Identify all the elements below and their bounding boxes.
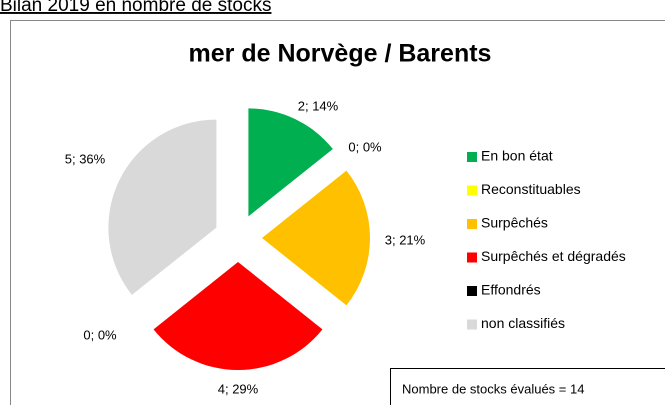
legend-swatch: [467, 319, 477, 330]
data-label: 0; 0%: [348, 139, 382, 154]
pie-slice: [108, 119, 217, 295]
legend-label: Surpêchés et dégradés: [481, 248, 626, 264]
legend-label: En bon état: [481, 148, 553, 164]
legend-label: non classifiés: [481, 315, 565, 331]
pie-slice: [262, 170, 370, 306]
legend-label: Reconstituables: [481, 181, 581, 197]
note: Nombre de stocks évalués = 14: [402, 381, 584, 396]
legend-swatch: [467, 252, 477, 263]
legend-swatch: [467, 219, 477, 229]
pie-slice: [248, 108, 333, 217]
legend-swatch: [467, 286, 477, 296]
legend-label: Surpêchés: [481, 215, 548, 231]
legend-swatch: [467, 152, 477, 162]
legend-label: Effondrés: [481, 282, 541, 298]
data-label: 5; 36%: [65, 151, 106, 166]
data-label: 2; 14%: [298, 98, 339, 113]
chart-title: mer de Norvège / Barents: [189, 40, 492, 68]
data-label: 4; 29%: [218, 381, 259, 396]
legend-swatch: [467, 185, 477, 196]
data-label: 3; 21%: [385, 232, 426, 247]
data-label: 0; 0%: [83, 327, 117, 342]
pie-slice: [153, 262, 323, 370]
note-box: [390, 368, 665, 405]
page-header: Bilan 2019 en nombre de stocks: [0, 0, 271, 16]
